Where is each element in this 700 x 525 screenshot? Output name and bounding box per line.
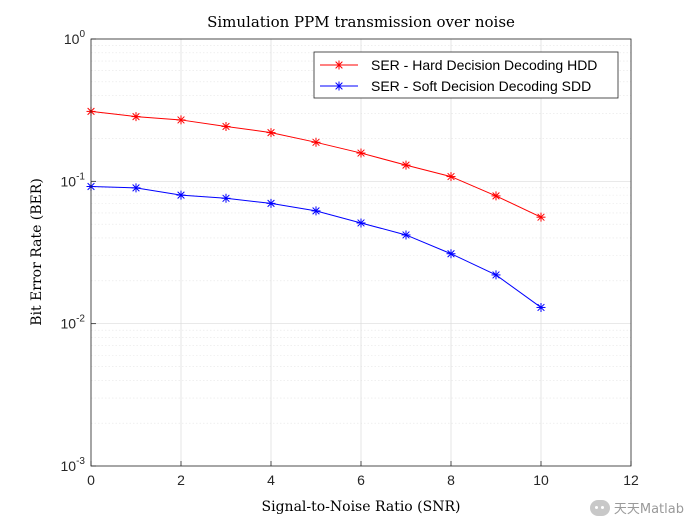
legend-marker-glyph	[334, 60, 344, 70]
data-point	[131, 112, 141, 122]
x-tick-label: 8	[447, 472, 455, 488]
y-axis-label: Bit Error Rate (BER)	[29, 178, 45, 326]
data-point	[311, 206, 321, 216]
x-tick-label: 0	[87, 472, 95, 488]
legend-box	[313, 51, 619, 99]
x-tick-label: 2	[177, 472, 185, 488]
chart-title: Simulation PPM transmission over noise	[207, 13, 515, 31]
x-tick-labels: 0 2 4 6 8 10 12	[87, 461, 639, 488]
wechat-icon	[589, 499, 610, 516]
data-point	[401, 230, 411, 240]
data-point	[401, 160, 411, 170]
y-tick-label: 10-3	[61, 456, 86, 474]
legend-marker-glyph	[334, 81, 344, 91]
data-point	[221, 193, 231, 203]
data-point	[446, 172, 456, 182]
data-point	[356, 148, 366, 158]
data-point	[221, 121, 231, 131]
data-point	[536, 212, 546, 222]
data-point	[176, 115, 186, 125]
data-point	[491, 191, 501, 201]
watermark-text: 天天Matlab	[613, 502, 684, 517]
legend-label-sdd: SER - Soft Decision Decoding SDD	[371, 78, 591, 94]
data-point	[491, 270, 501, 280]
x-axis-label: Signal-to-Noise Ratio (SNR)	[262, 499, 461, 515]
y-tick-label: 10-1	[61, 171, 86, 189]
legend-label-hdd: SER - Hard Decision Decoding HDD	[371, 57, 597, 73]
series-layer	[86, 106, 546, 312]
watermark: 天天Matlab	[589, 498, 684, 517]
y-tick-labels: 100 10-1 10-2 10-3	[61, 29, 96, 474]
data-point	[266, 128, 276, 138]
data-point	[131, 183, 141, 193]
y-tick-label: 10-2	[61, 314, 86, 332]
x-tick-label: 6	[357, 472, 365, 488]
legend: SER - Hard Decision Decoding HDD SER - S…	[313, 51, 619, 99]
x-tick-label: 12	[623, 472, 639, 488]
legend-marker-hdd	[334, 60, 344, 70]
x-tick-label: 10	[533, 472, 549, 488]
data-point	[356, 218, 366, 228]
data-point	[446, 249, 456, 259]
x-tick-label: 4	[267, 472, 275, 488]
data-point	[536, 302, 546, 312]
legend-marker-sdd	[334, 81, 344, 91]
data-point	[266, 198, 276, 208]
y-tick-label: 100	[64, 29, 86, 47]
data-point	[311, 137, 321, 147]
data-point	[176, 190, 186, 200]
